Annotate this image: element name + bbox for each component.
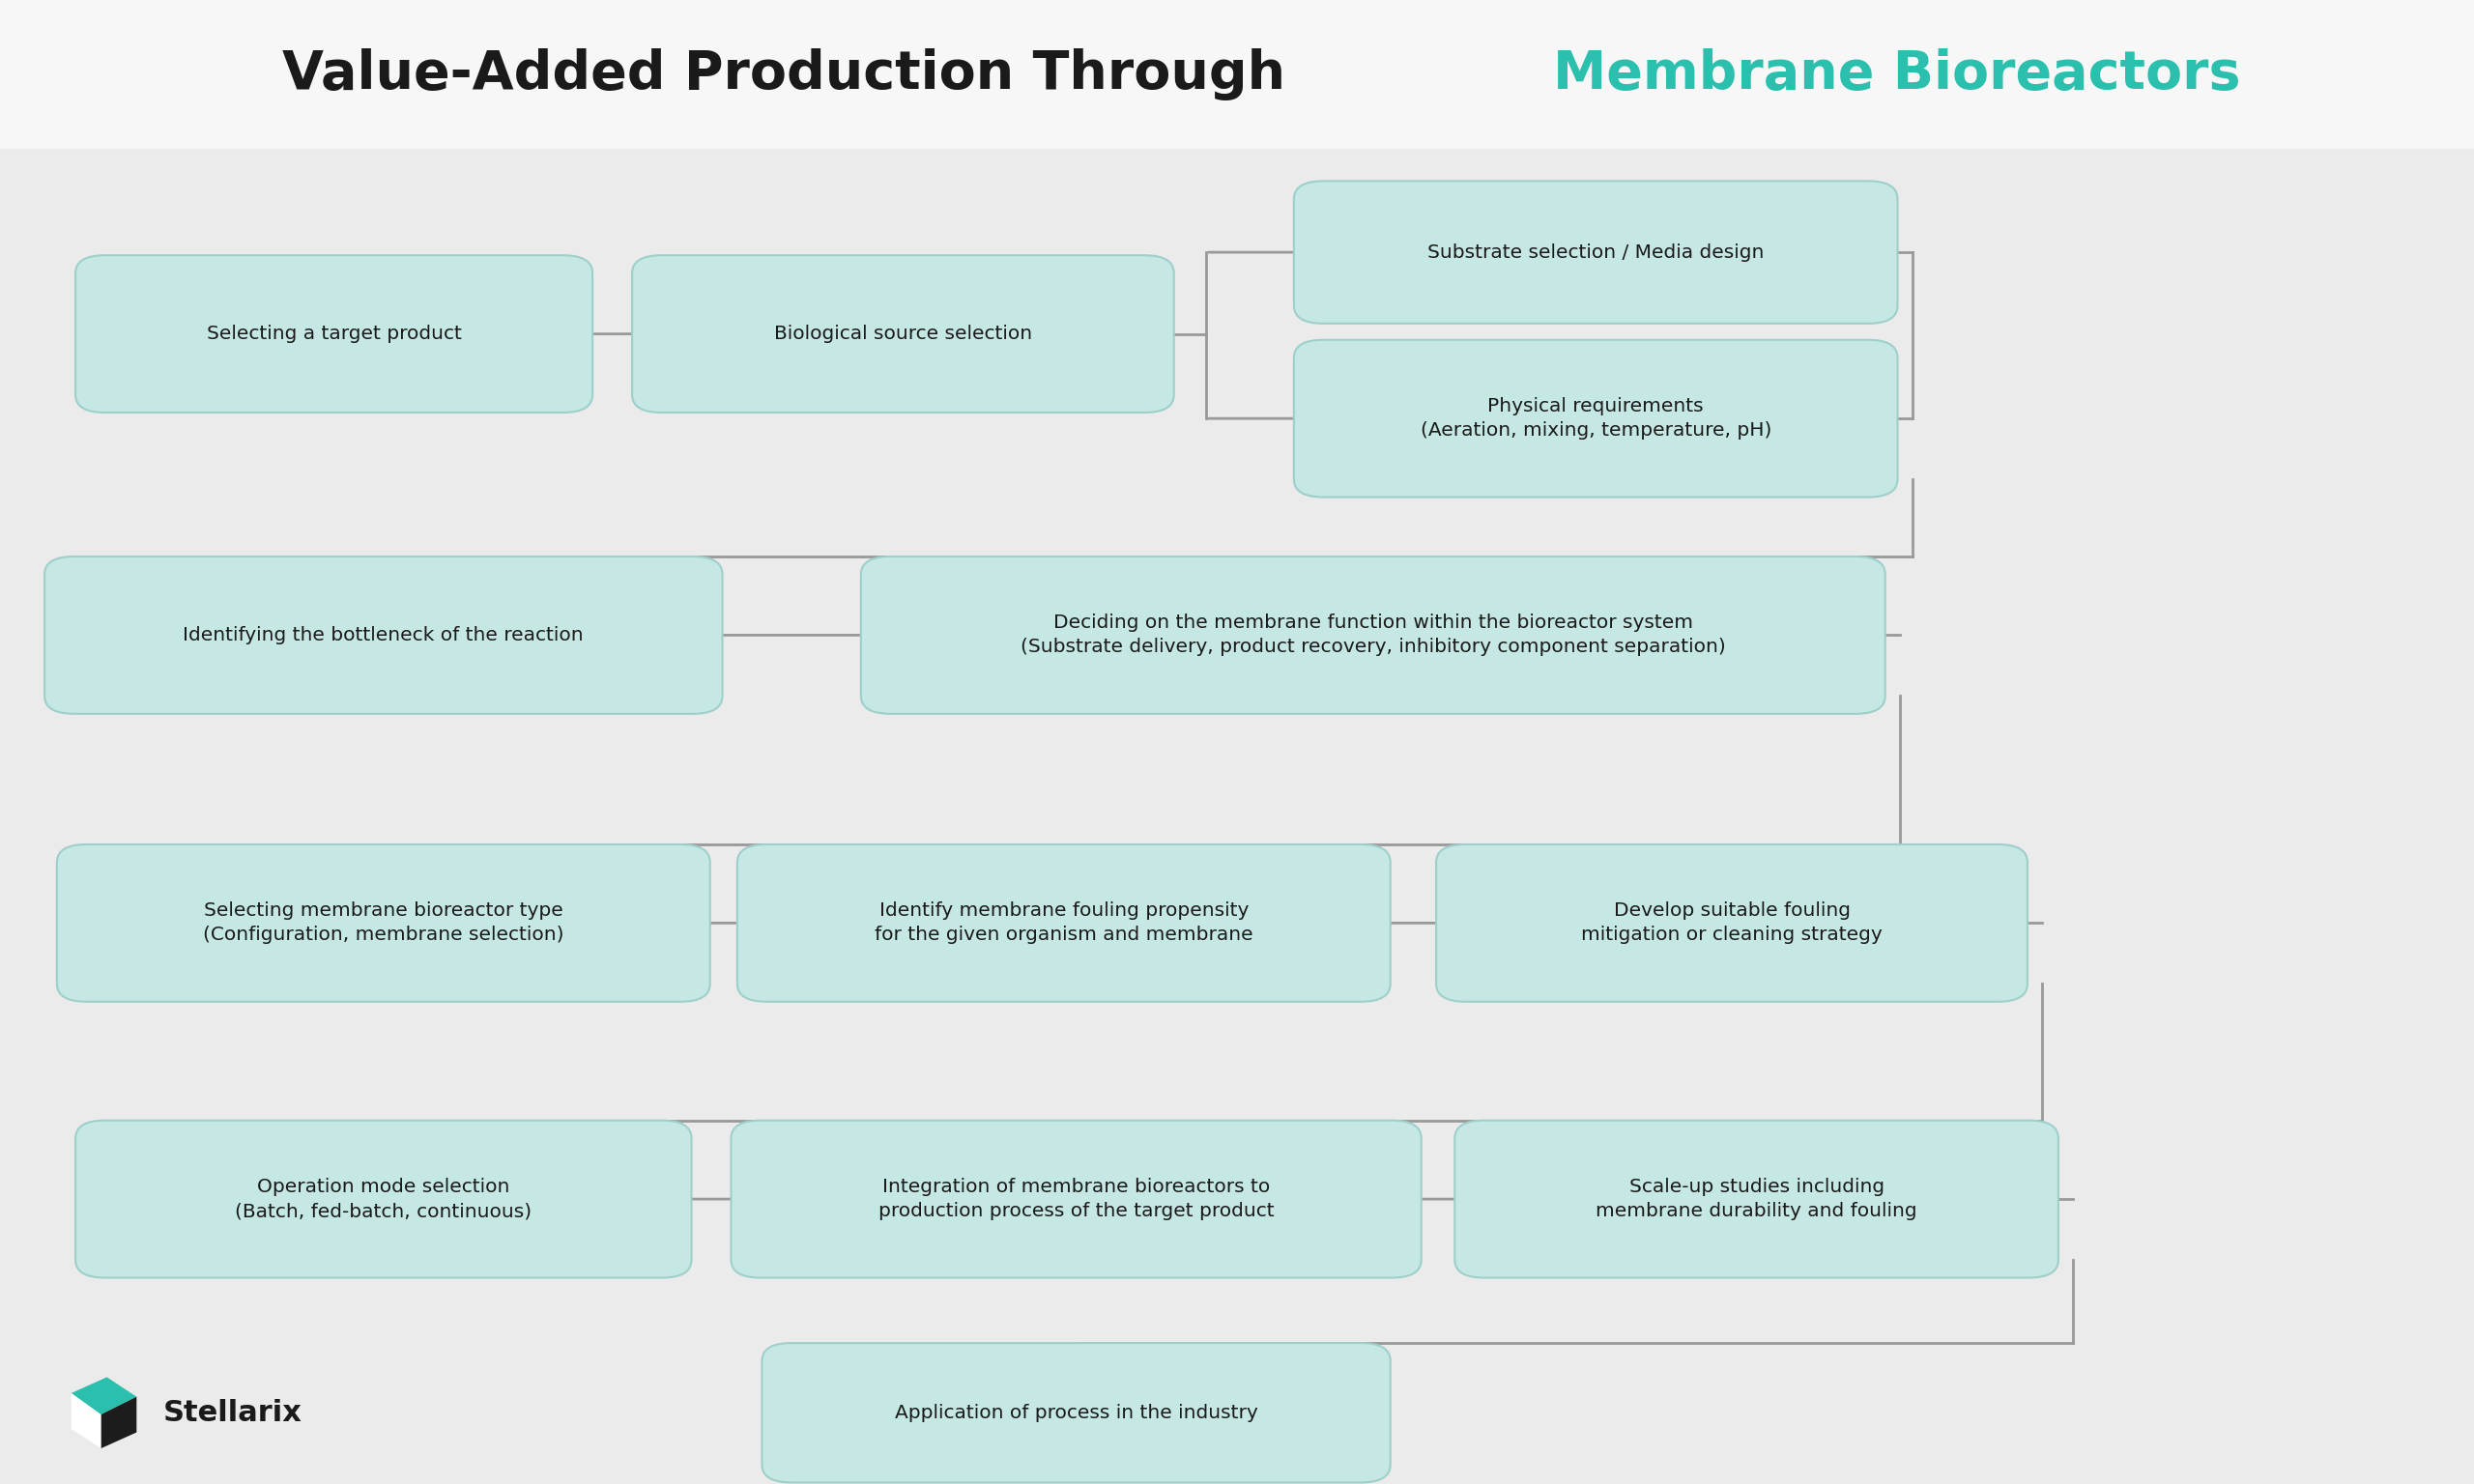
Polygon shape bbox=[101, 1396, 136, 1448]
Text: Biological source selection: Biological source selection bbox=[774, 325, 1032, 343]
Text: Develop suitable fouling
mitigation or cleaning strategy: Develop suitable fouling mitigation or c… bbox=[1581, 902, 1883, 944]
Text: Identify membrane fouling propensity
for the given organism and membrane: Identify membrane fouling propensity for… bbox=[876, 902, 1252, 944]
FancyBboxPatch shape bbox=[633, 255, 1173, 413]
Polygon shape bbox=[72, 1377, 136, 1414]
Text: Integration of membrane bioreactors to
production process of the target product: Integration of membrane bioreactors to p… bbox=[878, 1178, 1274, 1220]
FancyBboxPatch shape bbox=[1455, 1120, 2058, 1278]
FancyBboxPatch shape bbox=[762, 1343, 1390, 1483]
FancyBboxPatch shape bbox=[57, 844, 710, 1002]
Text: Stellarix: Stellarix bbox=[163, 1399, 302, 1426]
Text: Substrate selection / Media design: Substrate selection / Media design bbox=[1427, 243, 1764, 261]
Text: Scale-up studies including
membrane durability and fouling: Scale-up studies including membrane dura… bbox=[1596, 1178, 1917, 1220]
FancyBboxPatch shape bbox=[861, 556, 1885, 714]
Text: Deciding on the membrane function within the bioreactor system
(Substrate delive: Deciding on the membrane function within… bbox=[1019, 614, 1727, 656]
FancyBboxPatch shape bbox=[737, 844, 1390, 1002]
FancyBboxPatch shape bbox=[45, 556, 722, 714]
Text: Physical requirements
(Aeration, mixing, temperature, pH): Physical requirements (Aeration, mixing,… bbox=[1420, 398, 1771, 439]
Text: Application of process in the industry: Application of process in the industry bbox=[896, 1404, 1257, 1422]
Text: Selecting a target product: Selecting a target product bbox=[205, 325, 463, 343]
FancyBboxPatch shape bbox=[1435, 844, 2026, 1002]
FancyBboxPatch shape bbox=[74, 1120, 693, 1278]
FancyBboxPatch shape bbox=[732, 1120, 1420, 1278]
FancyBboxPatch shape bbox=[1294, 340, 1898, 497]
Text: Identifying the bottleneck of the reaction: Identifying the bottleneck of the reacti… bbox=[183, 626, 584, 644]
FancyBboxPatch shape bbox=[77, 255, 594, 413]
Text: Membrane Bioreactors: Membrane Bioreactors bbox=[1554, 47, 2239, 101]
FancyBboxPatch shape bbox=[0, 148, 2474, 1484]
Text: Value-Added Production Through: Value-Added Production Through bbox=[282, 47, 1304, 101]
Polygon shape bbox=[72, 1393, 101, 1448]
Text: Selecting membrane bioreactor type
(Configuration, membrane selection): Selecting membrane bioreactor type (Conf… bbox=[203, 902, 564, 944]
Text: Operation mode selection
(Batch, fed-batch, continuous): Operation mode selection (Batch, fed-bat… bbox=[235, 1178, 532, 1220]
FancyBboxPatch shape bbox=[1294, 181, 1898, 324]
